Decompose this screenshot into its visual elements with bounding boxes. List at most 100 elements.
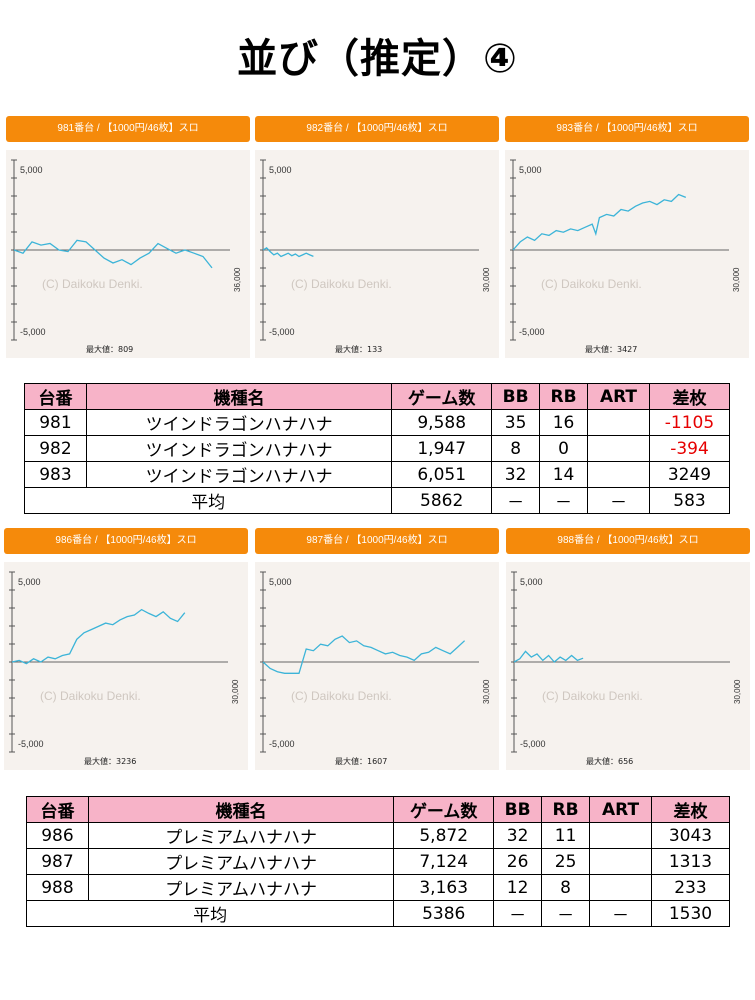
y-tick-label: -5,000 xyxy=(269,327,295,337)
x-tick-label: 30,000 xyxy=(733,679,742,704)
table-row: 983 ツインドラゴンハナハナ 6,051 32 14 3249 xyxy=(24,461,731,488)
rb-count: 14 xyxy=(539,461,589,488)
bb-count: 35 xyxy=(491,409,541,436)
chart-header: 987番台 / 【1000円/46枚】スロ xyxy=(255,528,499,554)
machine-no: 981 xyxy=(24,409,87,436)
average-diff: 1530 xyxy=(651,900,730,927)
machine-name: プレミアムハナハナ xyxy=(87,848,395,875)
watermark: (C) Daikoku Denki. xyxy=(541,277,642,291)
x-tick-label: 30,000 xyxy=(482,679,491,704)
machine-no: 986 xyxy=(26,822,89,849)
average-bb: － xyxy=(493,900,543,927)
header-cell: ART xyxy=(589,796,652,823)
average-label: 平均 xyxy=(23,487,393,514)
chart-981: 5,000 -5,000 36,000 (C) Daikoku Denki. 最大値：8… xyxy=(11,159,242,354)
chart-header: 983番台 / 【1000円/46枚】スロ xyxy=(505,116,749,142)
art-count xyxy=(589,874,652,901)
y-tick-label: -5,000 xyxy=(18,739,44,749)
art-count xyxy=(589,822,652,849)
machine-name: ツインドラゴンハナハナ xyxy=(85,435,393,462)
average-games: 5386 xyxy=(393,900,495,927)
chart-panel-987: 987番台 / 【1000円/46枚】スロ 5,000 -5,000 30,000 (… xyxy=(255,528,499,770)
x-tick-label: 30,000 xyxy=(482,267,491,292)
watermark: (C) Daikoku Denki. xyxy=(40,689,141,703)
bb-count: 26 xyxy=(493,848,543,875)
series-line xyxy=(513,650,584,663)
watermark: (C) Daikoku Denki. xyxy=(42,277,143,291)
average-art: － xyxy=(587,487,650,514)
max-value-label: 最大値：3427 xyxy=(585,344,637,354)
series-line xyxy=(11,608,186,665)
y-tick-label: 5,000 xyxy=(18,577,41,587)
max-value-label: 最大値：133 xyxy=(335,344,382,354)
rb-count: 16 xyxy=(539,409,589,436)
diff-value: 3249 xyxy=(648,461,731,488)
game-count: 5,872 xyxy=(393,822,495,849)
art-count xyxy=(587,409,650,436)
y-tick-label: 5,000 xyxy=(519,165,542,175)
game-count: 9,588 xyxy=(391,409,493,436)
chart-header: 986番台 / 【1000円/46枚】スロ xyxy=(4,528,248,554)
chart-panel-981: 981番台 / 【1000円/46枚】スロ 5,000 -5,000 36,000 (… xyxy=(6,116,250,358)
x-tick-label: 30,000 xyxy=(231,679,240,704)
header-cell: 機種名 xyxy=(85,383,393,410)
average-row: 平均 5862 － － － 583 xyxy=(23,487,731,514)
diff-value: -394 xyxy=(648,435,731,462)
y-tick-label: 5,000 xyxy=(520,577,543,587)
average-row: 平均 5386 － － － 1530 xyxy=(25,900,730,927)
chart-panel-983: 983番台 / 【1000円/46枚】スロ 5,000 -5,000 30,000 (… xyxy=(505,116,749,358)
diff-value: -1105 xyxy=(648,409,731,436)
average-diff: 583 xyxy=(648,487,731,514)
table-header-row: 台番 機種名 ゲーム数 BB RB ART 差枚 xyxy=(24,383,731,410)
header-cell: RB xyxy=(541,796,591,823)
header-cell: 機種名 xyxy=(87,796,395,823)
max-value-label: 最大値：656 xyxy=(586,756,633,766)
bb-count: 8 xyxy=(491,435,541,462)
x-tick-label: 30,000 xyxy=(732,267,741,292)
max-value-label: 最大値：1607 xyxy=(335,756,387,766)
average-label: 平均 xyxy=(25,900,395,927)
machine-name: ツインドラゴンハナハナ xyxy=(85,461,393,488)
machine-no: 982 xyxy=(24,435,87,462)
max-value-label: 最大値：809 xyxy=(86,344,133,354)
y-tick-label: -5,000 xyxy=(520,739,546,749)
game-count: 7,124 xyxy=(393,848,495,875)
table-row: 981 ツインドラゴンハナハナ 9,588 35 16 -1105 xyxy=(24,409,731,436)
series-line xyxy=(262,635,466,674)
rb-count: 25 xyxy=(541,848,591,875)
machine-no: 987 xyxy=(26,848,89,875)
bb-count: 12 xyxy=(493,874,543,901)
chart-982: 5,000 -5,000 30,000 (C) Daikoku Denki. 最大値：1… xyxy=(260,159,491,354)
watermark: (C) Daikoku Denki. xyxy=(291,277,392,291)
y-tick-label: -5,000 xyxy=(20,327,46,337)
header-cell: BB xyxy=(493,796,543,823)
max-value-label: 最大値：3236 xyxy=(84,756,136,766)
rb-count: 8 xyxy=(541,874,591,901)
chart-panel-982: 982番台 / 【1000円/46枚】スロ 5,000 -5,000 30,000 (… xyxy=(255,116,499,358)
header-cell: 差枚 xyxy=(651,796,730,823)
machine-table-2: 台番 機種名 ゲーム数 BB RB ART 差枚 986 プレミアムハナハナ 5… xyxy=(25,796,730,927)
header-cell: RB xyxy=(539,383,589,410)
average-rb: － xyxy=(539,487,589,514)
average-bb: － xyxy=(491,487,541,514)
header-cell: ゲーム数 xyxy=(393,796,495,823)
chart-986: 5,000 -5,000 30,000 (C) Daikoku Denki. 最大値：3… xyxy=(9,571,240,766)
table-header-row: 台番 機種名 ゲーム数 BB RB ART 差枚 xyxy=(26,796,730,823)
watermark: (C) Daikoku Denki. xyxy=(291,689,392,703)
series-line xyxy=(13,239,213,269)
watermark: (C) Daikoku Denki. xyxy=(542,689,643,703)
chart-header: 981番台 / 【1000円/46枚】スロ xyxy=(6,116,250,142)
y-tick-label: 5,000 xyxy=(269,577,292,587)
table-row: 988 プレミアムハナハナ 3,163 12 8 233 xyxy=(26,874,730,901)
series-line xyxy=(262,246,314,258)
y-tick-label: 5,000 xyxy=(269,165,292,175)
art-count xyxy=(587,435,650,462)
bb-count: 32 xyxy=(493,822,543,849)
diff-value: 3043 xyxy=(651,822,730,849)
x-tick-label: 36,000 xyxy=(233,267,242,292)
art-count xyxy=(589,848,652,875)
y-tick-label: -5,000 xyxy=(269,739,295,749)
diff-value: 233 xyxy=(651,874,730,901)
game-count: 1,947 xyxy=(391,435,493,462)
game-count: 3,163 xyxy=(393,874,495,901)
